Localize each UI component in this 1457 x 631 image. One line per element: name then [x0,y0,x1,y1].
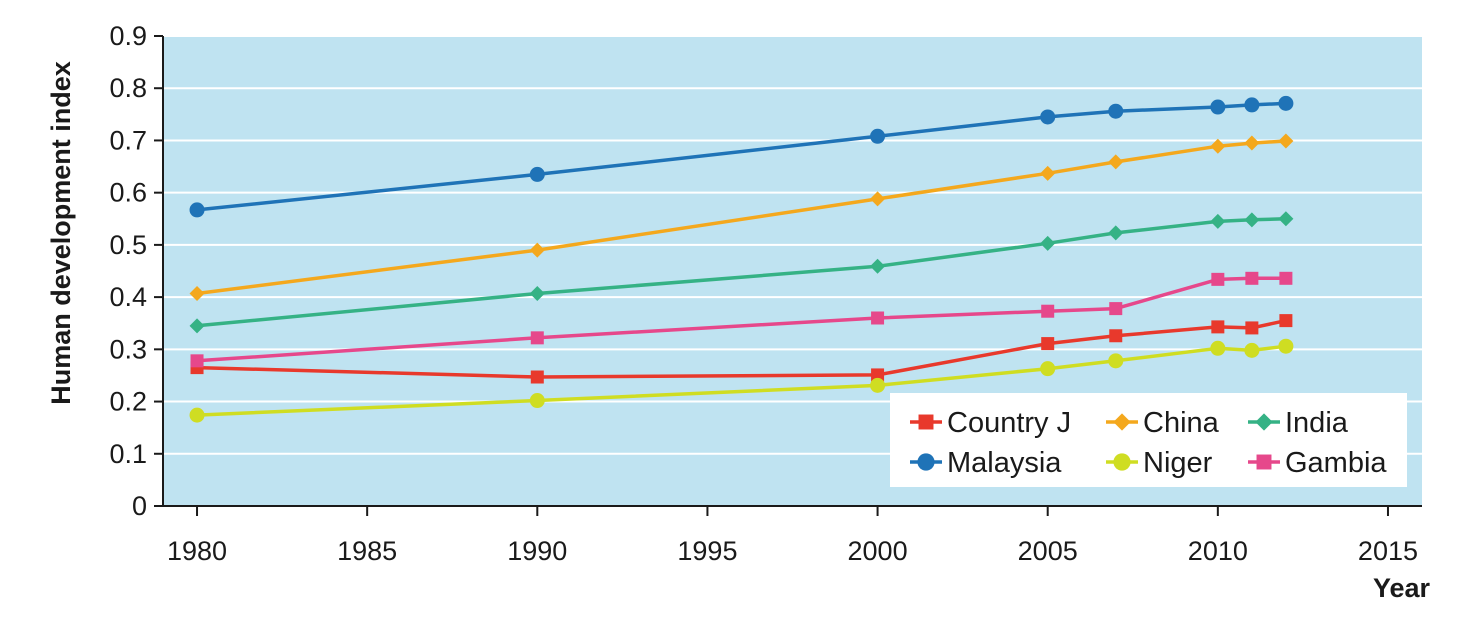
data-point-malaysia [1278,95,1294,111]
data-point-malaysia [1244,97,1260,113]
data-point-country-j [530,370,544,384]
x-tick-label: 2005 [1018,536,1078,566]
legend-swatch-marker [1113,453,1131,471]
data-point-niger [870,377,886,393]
x-tick-label: 1995 [677,536,737,566]
legend-item-malaysia: Malaysia [910,447,1062,479]
data-point-india [529,285,545,301]
y-tick-label: 0.6 [109,178,147,208]
data-point-gambia [1245,271,1259,285]
data-point-china [1040,165,1056,181]
legend-box [890,393,1407,487]
data-point-country-j [1245,321,1259,335]
data-point-india [189,318,205,334]
data-point-china [1278,133,1294,149]
x-axis-title: Year [1373,573,1431,603]
y-tick-label: 0.7 [109,125,147,155]
data-point-gambia [1041,304,1055,318]
data-point-country-j [1109,329,1123,343]
x-tick-label: 1980 [167,536,227,566]
y-tick-label: 0 [132,491,147,521]
data-point-china [870,191,886,207]
data-point-malaysia [1210,99,1226,115]
data-point-country-j [1211,320,1225,334]
data-point-china [1244,135,1260,151]
data-point-india [1244,212,1260,228]
data-point-india [1278,211,1294,227]
data-point-niger [1278,338,1294,354]
data-point-malaysia [529,166,545,182]
legend-swatch-marker [918,414,934,430]
legend-swatch-marker [1256,454,1272,470]
data-point-niger [1244,342,1260,358]
x-tick-label: 2010 [1188,536,1248,566]
data-point-niger [1108,353,1124,369]
data-point-niger [1040,361,1056,377]
y-tick-label: 0.3 [109,334,147,364]
data-point-niger [189,407,205,423]
data-point-china [189,285,205,301]
data-point-country-j [1279,314,1293,328]
y-tick-label: 0.4 [109,282,147,312]
data-point-malaysia [870,128,886,144]
x-tick-label: 1985 [337,536,397,566]
y-tick-label: 0.2 [109,387,147,417]
axes [154,35,1422,516]
legend-label: Country J [947,407,1071,439]
y-tick-label: 0.9 [109,21,147,51]
legend-label: India [1285,407,1349,439]
data-point-gambia [1211,272,1225,286]
legend-item-china: China [1106,407,1220,439]
data-markers [189,95,1294,423]
data-point-gambia [1279,271,1293,285]
data-point-india [870,258,886,274]
data-point-china [529,242,545,258]
x-tick-label: 2000 [848,536,908,566]
legend-item-india: India [1248,407,1349,439]
data-point-china [1108,154,1124,170]
legend-swatch-marker [1255,413,1273,431]
legend-label: Gambia [1285,447,1387,479]
data-point-niger [1210,340,1226,356]
x-tick-label: 2015 [1358,536,1418,566]
data-point-gambia [530,331,544,345]
data-point-country-j [1041,337,1055,351]
data-point-country-j [871,368,885,382]
data-point-malaysia [1040,109,1056,125]
data-point-niger [529,393,545,409]
legend-swatch-marker [917,453,935,471]
data-point-malaysia [1108,103,1124,119]
legend-swatch-marker [1113,413,1131,431]
legend-label: Malaysia [947,447,1062,479]
y-axis-title: Human development index [46,61,76,405]
legend-label: Niger [1143,447,1213,479]
legend-label: China [1143,407,1220,439]
legend-item-niger: Niger [1106,447,1213,479]
data-point-malaysia [189,202,205,218]
data-point-india [1210,213,1226,229]
y-tick-label: 0.8 [109,73,147,103]
data-point-gambia [190,354,204,368]
data-point-india [1108,225,1124,241]
x-tick-label: 1990 [507,536,567,566]
tick-labels: 0 0.1 0.2 0.3 0.4 0.5 0.6 0.7 0.8 0.9 1980 1985 1990… [109,21,1418,566]
data-point-gambia [1109,302,1123,316]
y-tick-label: 0.5 [109,230,147,260]
legend: Country J China India Malaysia Niger Gambia [890,393,1407,487]
y-tick-label: 0.1 [109,439,147,469]
data-point-gambia [871,311,885,325]
data-point-india [1040,235,1056,251]
legend-item-gambia: Gambia [1248,447,1387,479]
legend-item-country-j: Country J [910,407,1071,439]
data-point-china [1210,138,1226,154]
